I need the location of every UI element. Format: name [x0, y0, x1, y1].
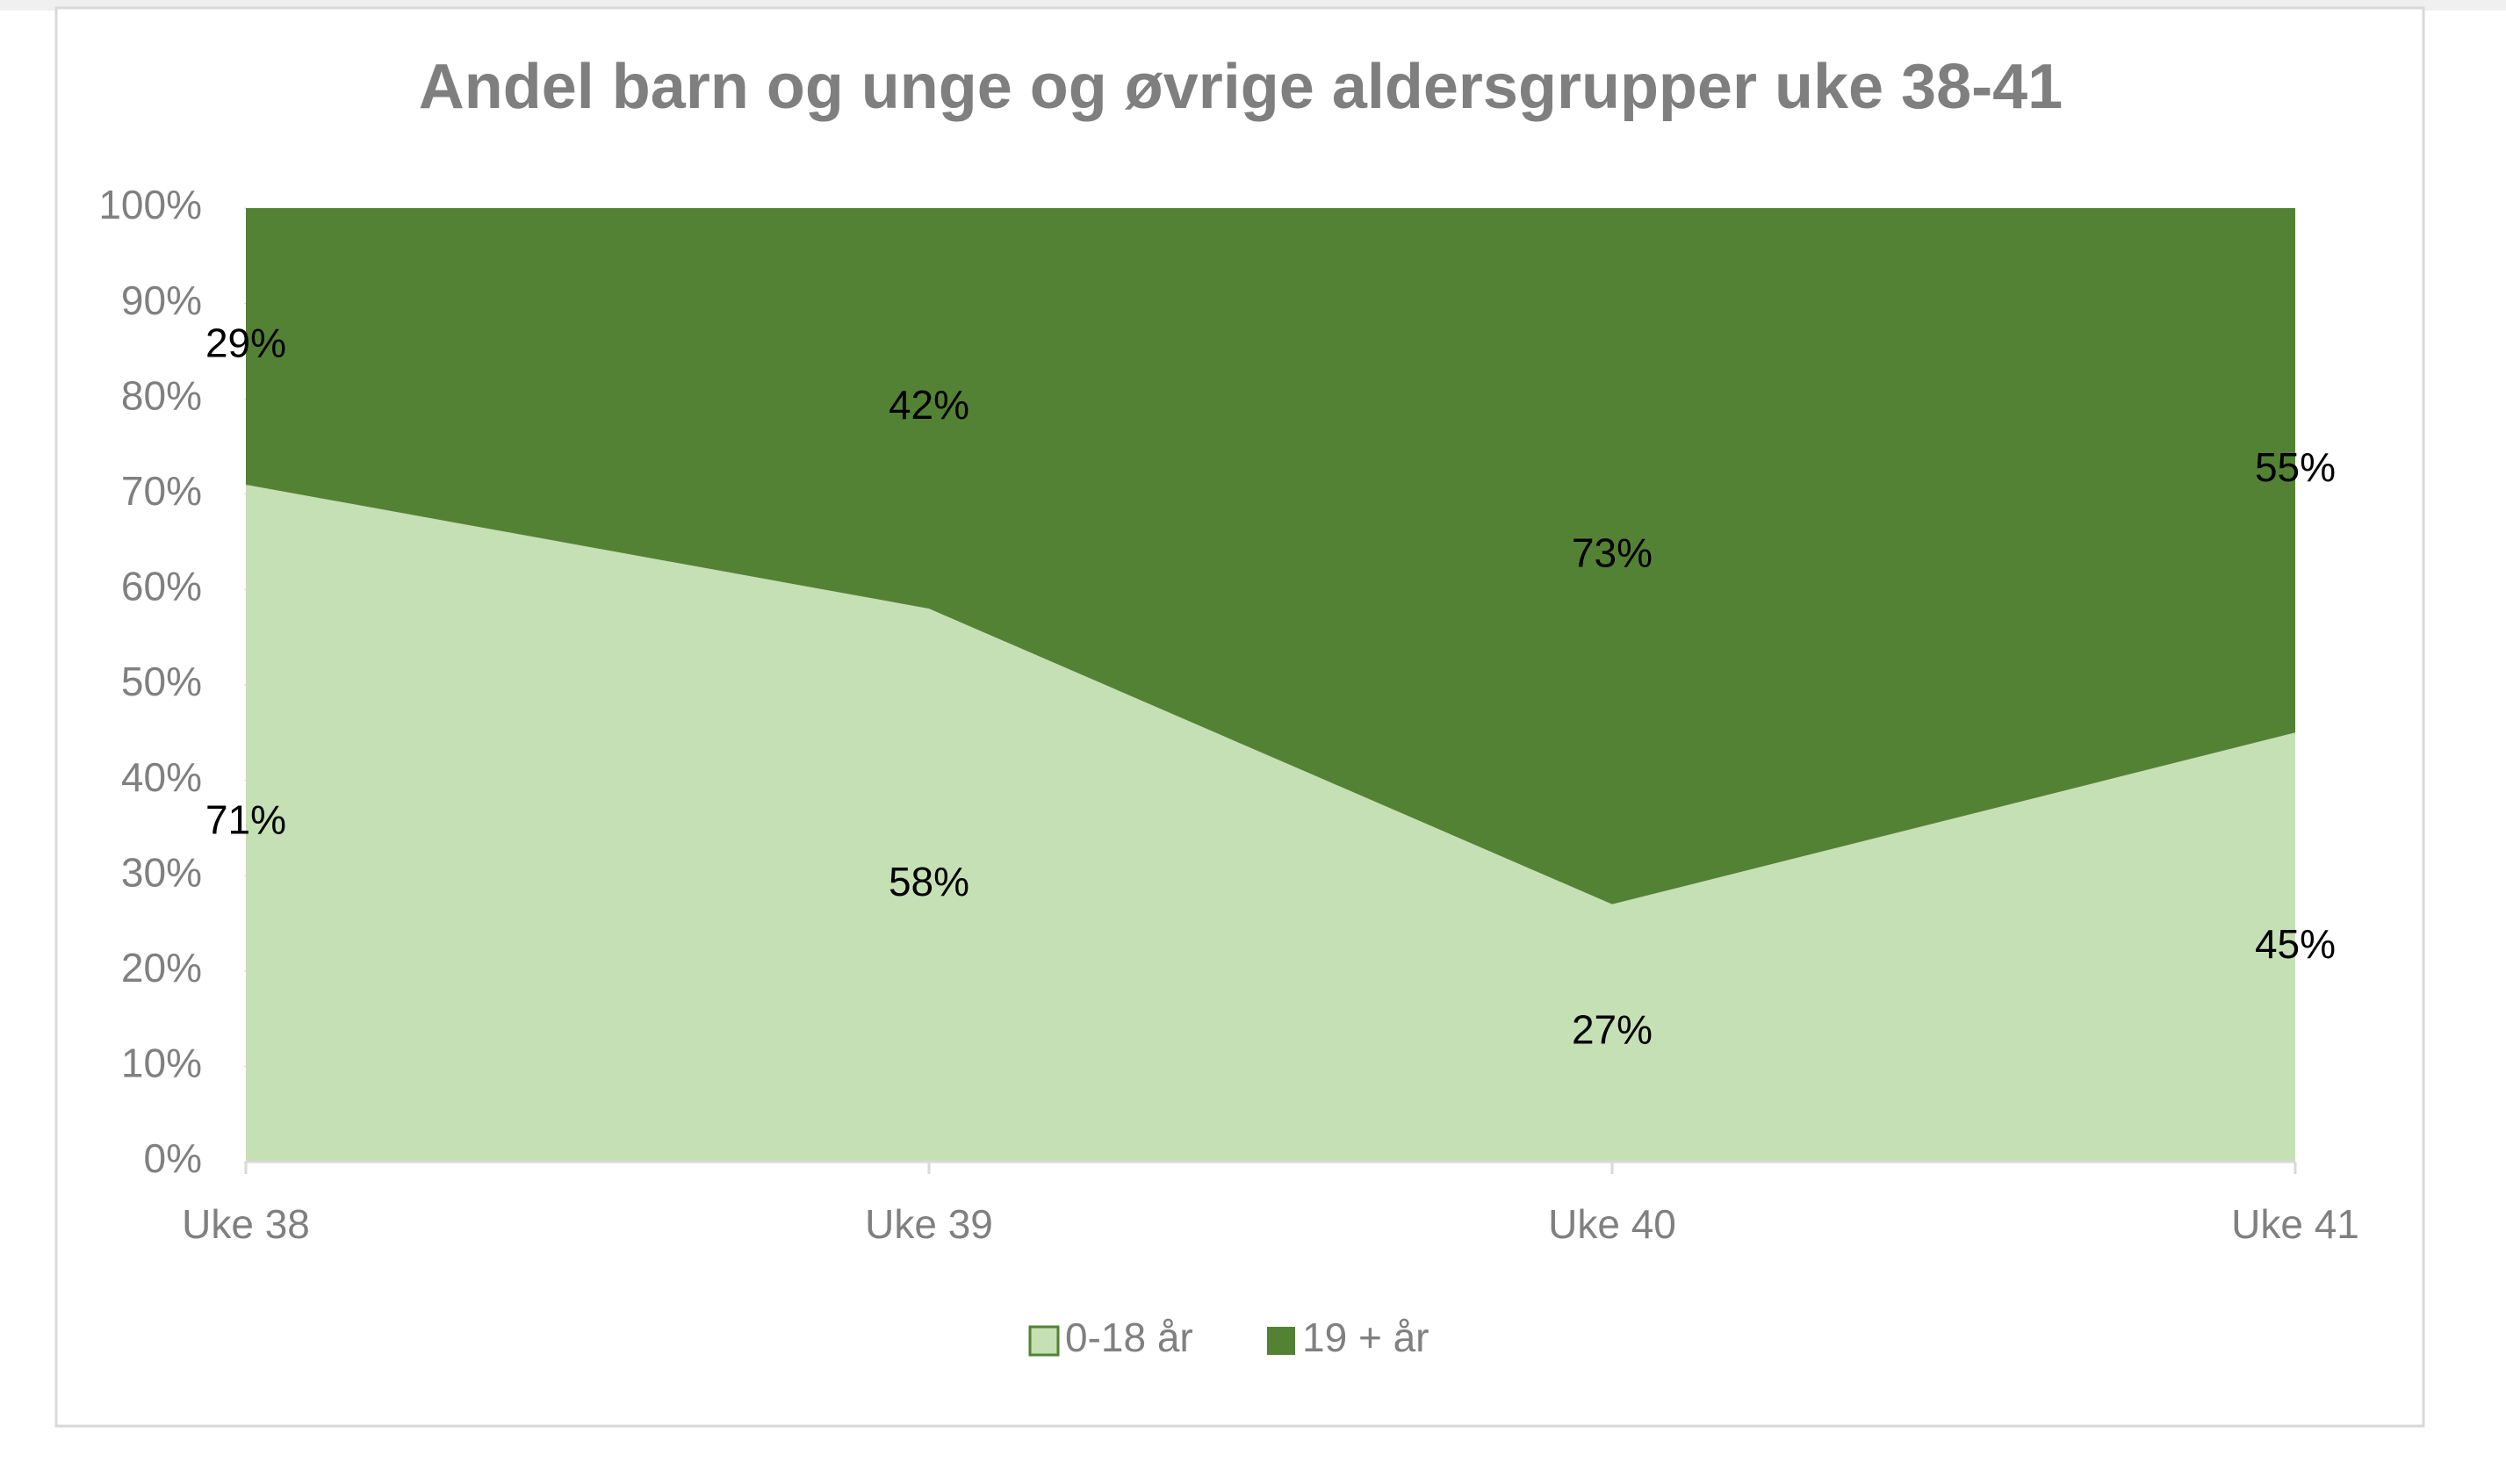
y-tick-label: 50%	[121, 659, 202, 704]
data-label: 58%	[889, 859, 969, 904]
data-label: 45%	[2255, 921, 2336, 967]
y-tick-label: 70%	[121, 468, 202, 514]
area	[246, 484, 2295, 1162]
data-label: 55%	[2255, 444, 2336, 490]
y-tick-label: 30%	[121, 849, 202, 895]
y-tick-label: 20%	[121, 945, 202, 991]
legend-label: 0-18 år	[1065, 1315, 1193, 1360]
y-tick-label: 100%	[98, 182, 202, 227]
legend-swatch	[1267, 1327, 1295, 1355]
data-label: 42%	[889, 382, 969, 428]
y-tick-label: 80%	[121, 372, 202, 418]
y-tick-label: 60%	[121, 564, 202, 609]
legend-swatch	[1028, 1325, 1060, 1357]
y-tick-label: 40%	[121, 754, 202, 800]
chart-title: Andel barn og unge og øvrige aldersgrupp…	[419, 52, 2063, 122]
data-label: 71%	[205, 797, 286, 843]
area	[246, 208, 2295, 904]
x-tick-label: Uke 41	[2231, 1201, 2359, 1247]
data-label: 73%	[1572, 530, 1653, 576]
data-label: 29%	[205, 321, 286, 366]
y-tick-label: 0%	[144, 1135, 202, 1181]
x-tick-label: Uke 39	[865, 1201, 993, 1247]
x-tick-label: Uke 38	[182, 1201, 310, 1247]
legend-label: 19 + år	[1302, 1315, 1429, 1360]
y-tick-label: 10%	[121, 1041, 202, 1086]
x-tick-label: Uke 40	[1548, 1201, 1676, 1247]
y-tick-label: 90%	[121, 277, 202, 323]
data-label: 27%	[1572, 1007, 1653, 1053]
